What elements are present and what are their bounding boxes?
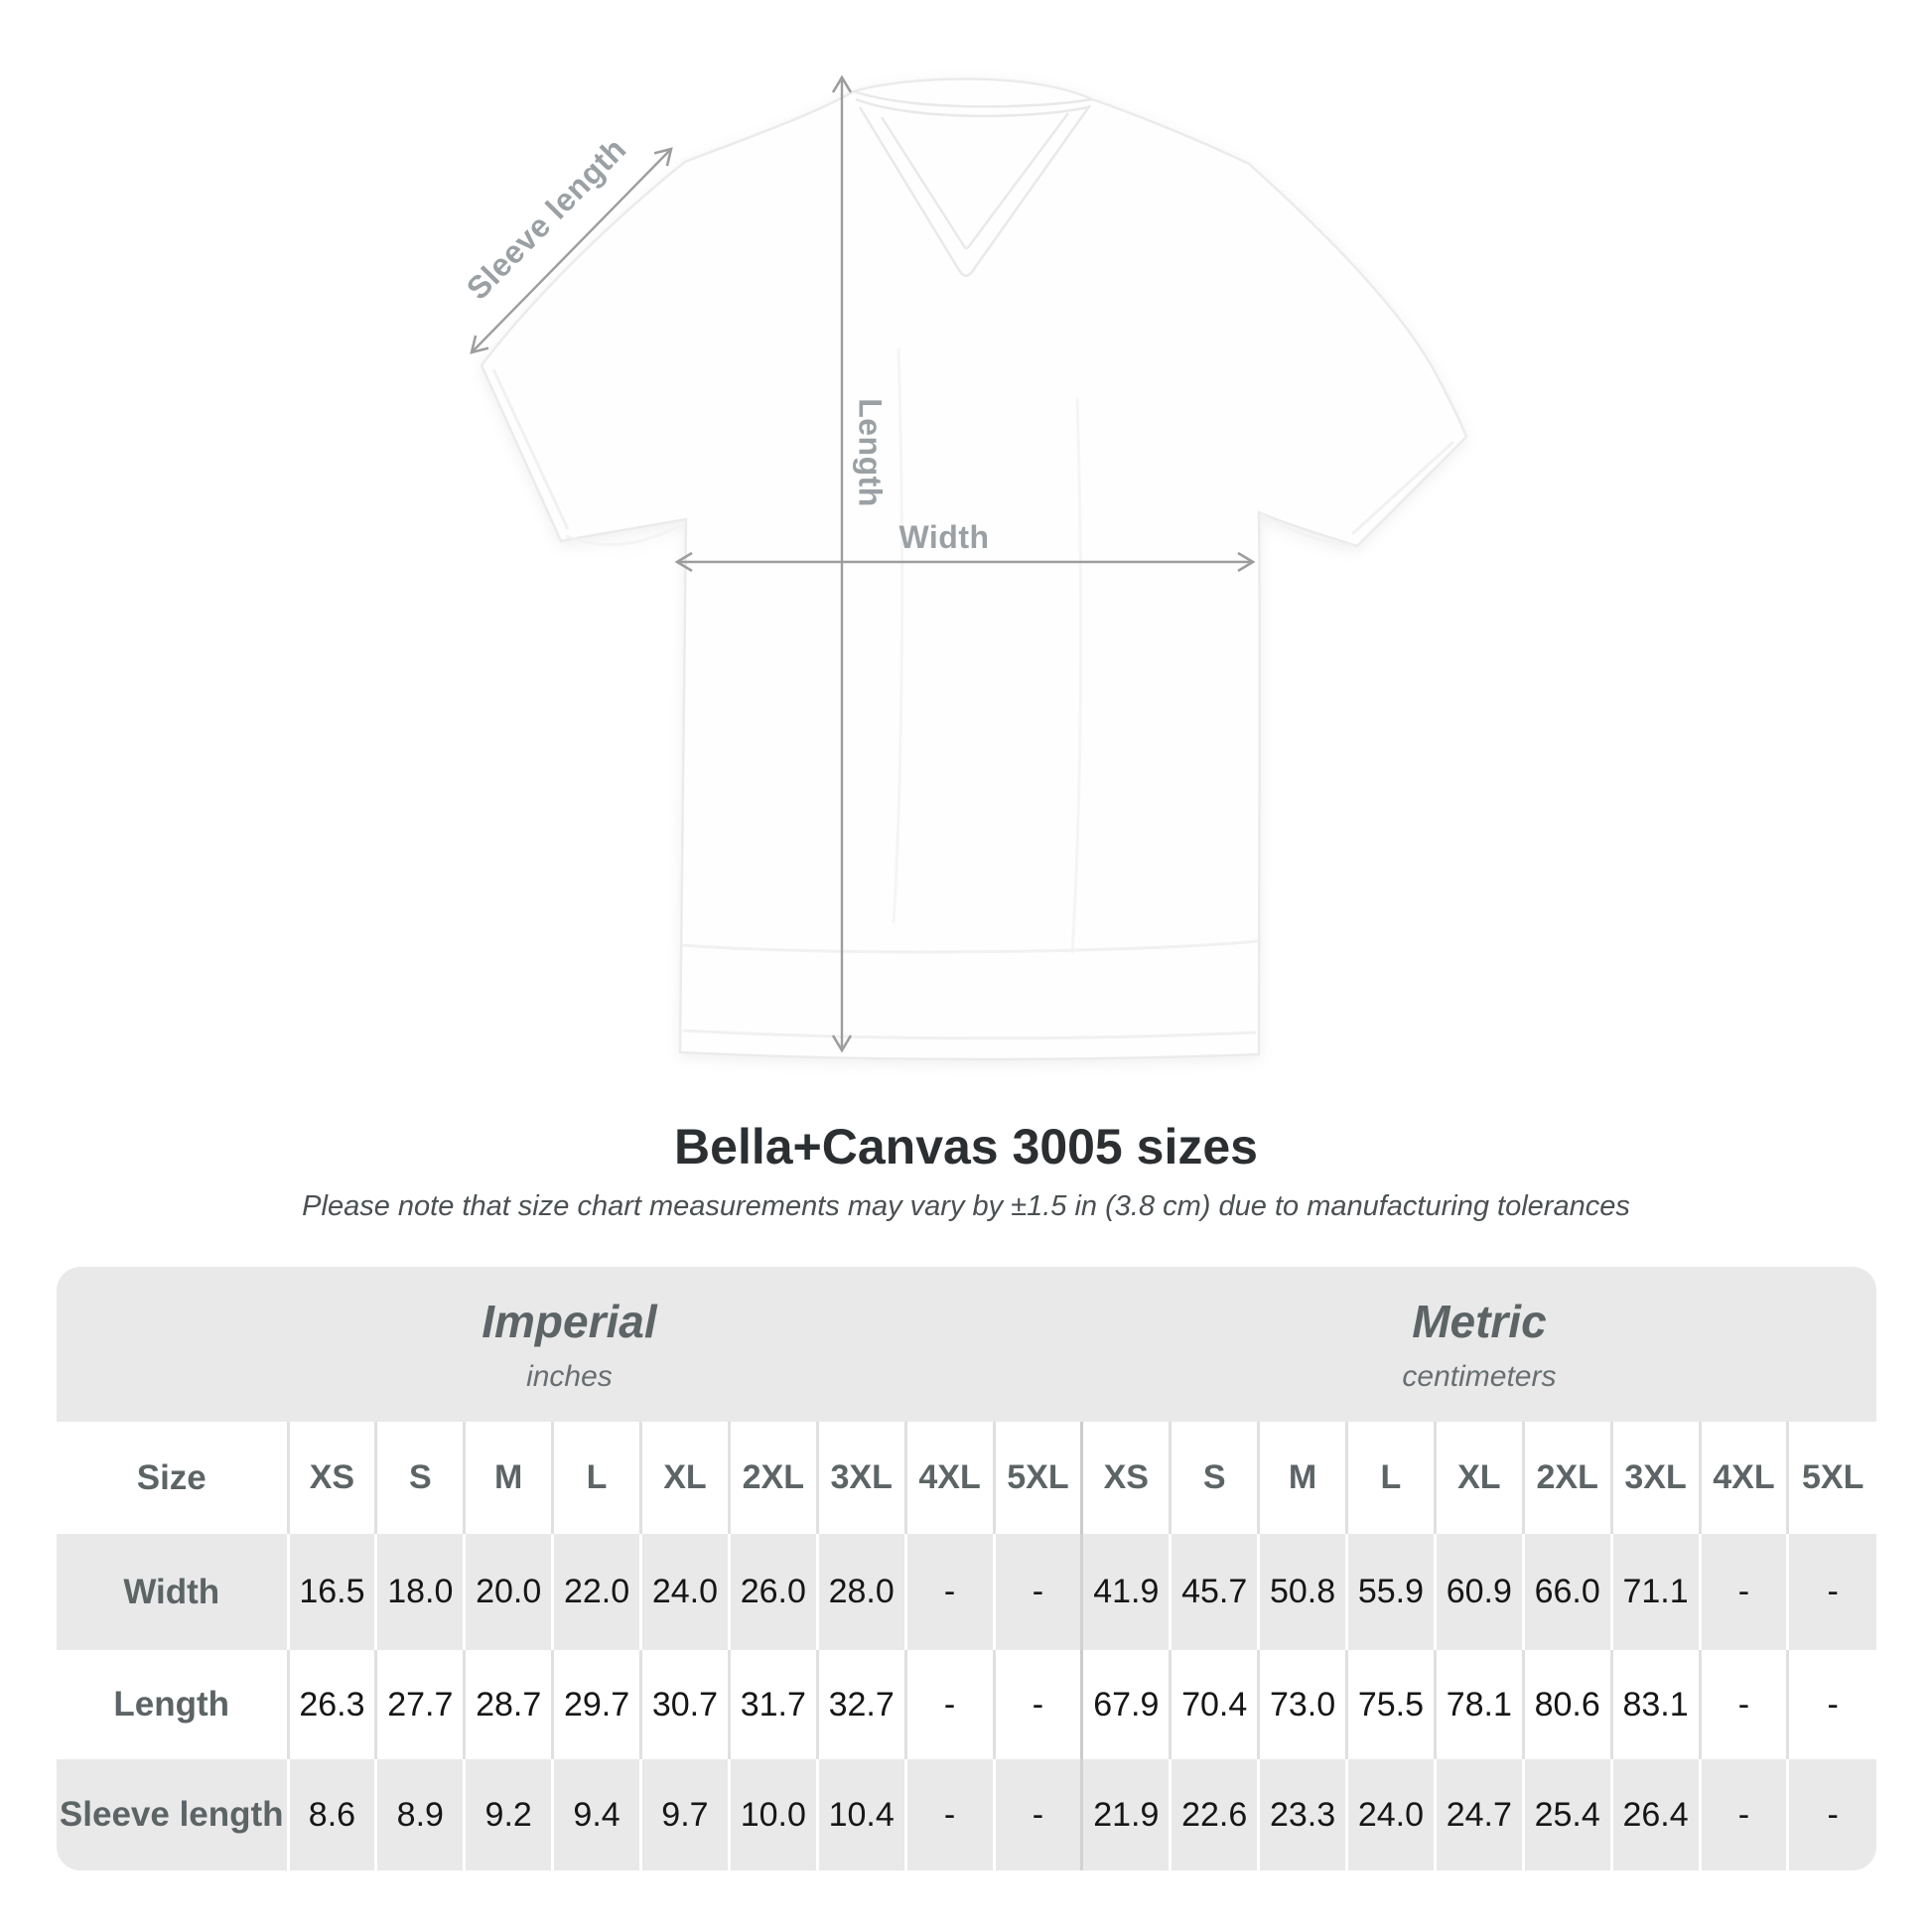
cell-length-metric-xl: 78.1 xyxy=(1433,1650,1524,1759)
cell-length-metric-2xl: 80.6 xyxy=(1521,1650,1612,1759)
cell-sleeve-length-metric-l: 24.0 xyxy=(1345,1759,1436,1870)
metric-units: centimeters xyxy=(1402,1360,1557,1393)
size-note: Please note that size chart measurements… xyxy=(302,1190,1630,1222)
cell-width-imperial-s: 18.0 xyxy=(374,1534,465,1650)
cell-width-metric-2xl: 66.0 xyxy=(1521,1534,1612,1650)
size-header-imperial-5xl: 5XL xyxy=(992,1422,1082,1534)
unit-group-metric: Metric centimeters xyxy=(1081,1267,1876,1422)
cell-length-metric-s: 70.4 xyxy=(1169,1650,1259,1759)
size-header-metric-xl: XL xyxy=(1433,1422,1524,1534)
size-header-metric-l: L xyxy=(1345,1422,1436,1534)
cell-width-metric-s: 45.7 xyxy=(1169,1534,1259,1650)
title-block: Bella+Canvas 3005 sizes Please note that… xyxy=(0,1120,1932,1223)
imperial-label: Imperial xyxy=(482,1296,657,1347)
cell-width-imperial-2xl: 26.0 xyxy=(727,1534,818,1650)
cell-length-metric-3xl: 83.1 xyxy=(1609,1650,1700,1759)
cell-sleeve-length-metric-5xl: - xyxy=(1786,1759,1876,1870)
cell-width-imperial-l: 22.0 xyxy=(551,1534,641,1650)
page-title: Bella+Canvas 3005 sizes xyxy=(674,1119,1258,1174)
cell-width-metric-l: 55.9 xyxy=(1345,1534,1436,1650)
cell-length-imperial-m: 28.7 xyxy=(463,1650,553,1759)
size-header-imperial-l: L xyxy=(551,1422,641,1534)
cell-length-metric-l: 75.5 xyxy=(1345,1650,1436,1759)
cell-width-imperial-m: 20.0 xyxy=(463,1534,553,1650)
size-header-metric-3xl: 3XL xyxy=(1609,1422,1700,1534)
size-header-imperial-4xl: 4XL xyxy=(903,1422,994,1534)
cell-length-imperial-2xl: 31.7 xyxy=(727,1650,818,1759)
width-label: Width xyxy=(898,519,989,555)
row-label-length: Length xyxy=(57,1650,288,1759)
unit-group-imperial: Imperial inches xyxy=(57,1267,1082,1422)
size-header-metric-m: M xyxy=(1257,1422,1347,1534)
cell-length-imperial-xl: 30.7 xyxy=(639,1650,730,1759)
cell-width-imperial-3xl: 28.0 xyxy=(815,1534,906,1650)
cell-length-imperial-3xl: 32.7 xyxy=(815,1650,906,1759)
cell-width-metric-m: 50.8 xyxy=(1257,1534,1347,1650)
cell-sleeve-length-metric-2xl: 25.4 xyxy=(1521,1759,1612,1870)
cell-sleeve-length-imperial-s: 8.9 xyxy=(374,1759,465,1870)
size-header-imperial-xs: XS xyxy=(286,1422,376,1534)
size-header-metric-5xl: 5XL xyxy=(1786,1422,1876,1534)
cell-sleeve-length-metric-3xl: 26.4 xyxy=(1609,1759,1700,1870)
cell-width-imperial-5xl: - xyxy=(992,1534,1082,1650)
size-table: Imperial inches Metric centimeters Size XS S M L… xyxy=(57,1267,1876,1870)
size-header-imperial-3xl: 3XL xyxy=(815,1422,906,1534)
cell-width-imperial-4xl: - xyxy=(903,1534,994,1650)
metric-label: Metric xyxy=(1412,1296,1547,1347)
cell-width-metric-3xl: 71.1 xyxy=(1609,1534,1700,1650)
size-column-header: Size xyxy=(57,1422,288,1534)
cell-sleeve-length-metric-xs: 21.9 xyxy=(1080,1759,1171,1870)
size-header-imperial-2xl: 2XL xyxy=(727,1422,818,1534)
size-header-metric-s: S xyxy=(1169,1422,1259,1534)
cell-sleeve-length-metric-xl: 24.7 xyxy=(1433,1759,1524,1870)
cell-length-metric-5xl: - xyxy=(1786,1650,1876,1759)
cell-length-imperial-5xl: - xyxy=(992,1650,1082,1759)
size-header-metric-4xl: 4XL xyxy=(1698,1422,1788,1534)
cell-length-imperial-s: 27.7 xyxy=(374,1650,465,1759)
row-label-sleeve-length: Sleeve length xyxy=(57,1759,288,1870)
cell-length-imperial-4xl: - xyxy=(903,1650,994,1759)
cell-length-imperial-xs: 26.3 xyxy=(286,1650,376,1759)
cell-length-metric-m: 73.0 xyxy=(1257,1650,1347,1759)
cell-width-metric-xs: 41.9 xyxy=(1080,1534,1171,1650)
cell-length-metric-4xl: - xyxy=(1698,1650,1788,1759)
size-header-imperial-xl: XL xyxy=(639,1422,730,1534)
cell-width-metric-5xl: - xyxy=(1786,1534,1876,1650)
cell-sleeve-length-metric-4xl: - xyxy=(1698,1759,1788,1870)
cell-width-metric-4xl: - xyxy=(1698,1534,1788,1650)
size-header-imperial-s: S xyxy=(374,1422,465,1534)
cell-sleeve-length-metric-s: 22.6 xyxy=(1169,1759,1259,1870)
cell-length-imperial-l: 29.7 xyxy=(551,1650,641,1759)
cell-sleeve-length-imperial-2xl: 10.0 xyxy=(727,1759,818,1870)
size-header-metric-2xl: 2XL xyxy=(1521,1422,1612,1534)
cell-sleeve-length-imperial-m: 9.2 xyxy=(463,1759,553,1870)
cell-width-imperial-xs: 16.5 xyxy=(286,1534,376,1650)
tshirt-diagram: Length Width Sleeve length xyxy=(460,74,1468,1061)
cell-sleeve-length-imperial-5xl: - xyxy=(992,1759,1082,1870)
size-header-metric-xs: XS xyxy=(1080,1422,1171,1534)
cell-sleeve-length-imperial-xl: 9.7 xyxy=(639,1759,730,1870)
cell-sleeve-length-imperial-3xl: 10.4 xyxy=(815,1759,906,1870)
sleeve-length-arrow xyxy=(470,147,673,354)
tshirt-graphic xyxy=(480,77,1468,1061)
length-label: Length xyxy=(853,398,889,507)
cell-length-metric-xs: 67.9 xyxy=(1080,1650,1171,1759)
cell-sleeve-length-metric-m: 23.3 xyxy=(1257,1759,1347,1870)
cell-sleeve-length-imperial-l: 9.4 xyxy=(551,1759,641,1870)
row-label-width: Width xyxy=(57,1534,288,1650)
cell-width-metric-xl: 60.9 xyxy=(1433,1534,1524,1650)
cell-sleeve-length-imperial-xs: 8.6 xyxy=(286,1759,376,1870)
size-header-imperial-m: M xyxy=(463,1422,553,1534)
imperial-units: inches xyxy=(526,1360,613,1393)
cell-sleeve-length-imperial-4xl: - xyxy=(903,1759,994,1870)
cell-width-imperial-xl: 24.0 xyxy=(639,1534,730,1650)
size-table-card: Imperial inches Metric centimeters Size XS S M L… xyxy=(57,1267,1876,1870)
